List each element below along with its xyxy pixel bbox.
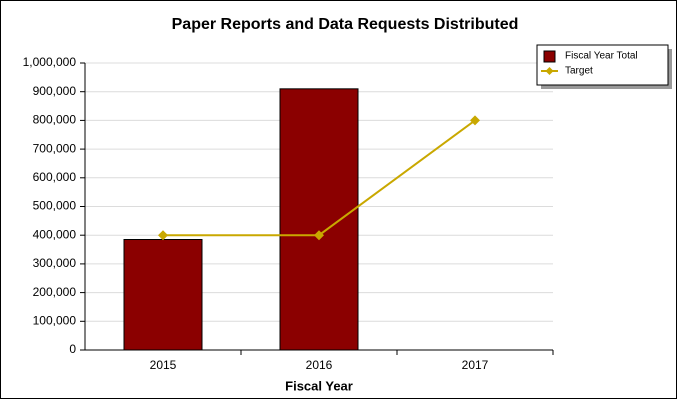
line-marker (314, 230, 324, 241)
bar (279, 88, 359, 351)
y-tick-label: 100,000 (33, 313, 77, 327)
y-tick-label: 200,000 (33, 285, 77, 299)
y-tick-label: 600,000 (33, 170, 77, 184)
y-tick-label: 400,000 (33, 227, 77, 241)
chart-title: Paper Reports and Data Requests Distribu… (172, 16, 519, 33)
legend (536, 44, 669, 86)
legend-swatch (545, 67, 554, 75)
x-axis-label: Fiscal Year (285, 378, 353, 393)
x-tick-label: 2016 (306, 358, 333, 372)
x-tick-label: 2015 (150, 358, 177, 372)
y-tick-label: 900,000 (33, 84, 77, 98)
bar (123, 239, 203, 351)
y-tick-label: 800,000 (33, 113, 77, 127)
y-tick-label: 700,000 (33, 141, 77, 155)
x-tick-label: 2017 (462, 358, 489, 372)
legend-swatch (543, 50, 556, 63)
y-tick-label: 1,000,000 (23, 55, 77, 69)
y-tick-label: 0 (69, 342, 76, 356)
line-marker (470, 115, 480, 126)
legend-label: Fiscal Year Total (565, 51, 638, 62)
legend-label: Target (565, 66, 593, 77)
y-tick-label: 500,000 (33, 199, 77, 213)
y-tick-label: 300,000 (33, 256, 77, 270)
line-marker (158, 230, 168, 241)
